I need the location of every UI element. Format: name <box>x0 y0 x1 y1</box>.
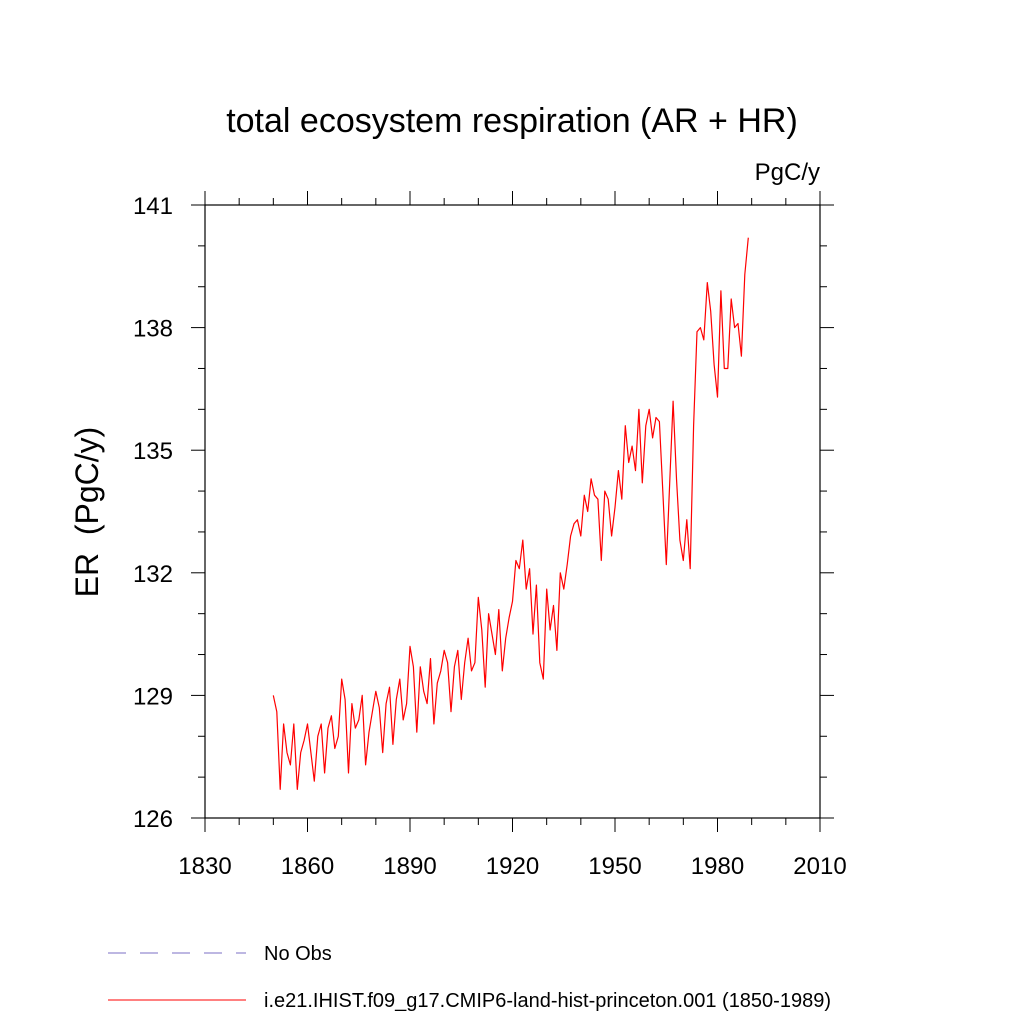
x-tick-label-1860: 1860 <box>281 853 334 880</box>
series-line-1 <box>272 237 749 791</box>
y-tick-label-129: 129 <box>133 683 173 710</box>
x-tick-label-1890: 1890 <box>383 853 436 880</box>
y-tick-label-126: 126 <box>133 806 173 833</box>
y-tick-label-135: 135 <box>133 438 173 465</box>
chart-title: total ecosystem respiration (AR + HR) <box>226 102 798 140</box>
y-tick-label-138: 138 <box>133 316 173 343</box>
x-tick-label-2010: 2010 <box>793 853 846 880</box>
y-tick-label-132: 132 <box>133 561 173 588</box>
x-tick-label-1980: 1980 <box>691 853 744 880</box>
x-tick-label-1950: 1950 <box>588 853 641 880</box>
x-tick-label-1830: 1830 <box>178 853 231 880</box>
y-tick-label-141: 141 <box>133 193 173 220</box>
legend-label-model-run: i.e21.IHIST.f09_g17.CMIP6-land-hist-prin… <box>264 990 831 1012</box>
units-label: PgC/y <box>755 159 820 186</box>
plot-frame <box>204 204 821 819</box>
y-axis-label: ER (PgC/y) <box>69 427 105 598</box>
plot-area: 1830 1860 1890 1920 1950 1980 2010 126 129 132 135… <box>133 191 847 880</box>
legend: No Obs i.e21.IHIST.f09_g17.CMIP6-land-hi… <box>108 943 831 1012</box>
legend-label-no-obs: No Obs <box>264 943 332 965</box>
x-tick-label-1920: 1920 <box>486 853 539 880</box>
